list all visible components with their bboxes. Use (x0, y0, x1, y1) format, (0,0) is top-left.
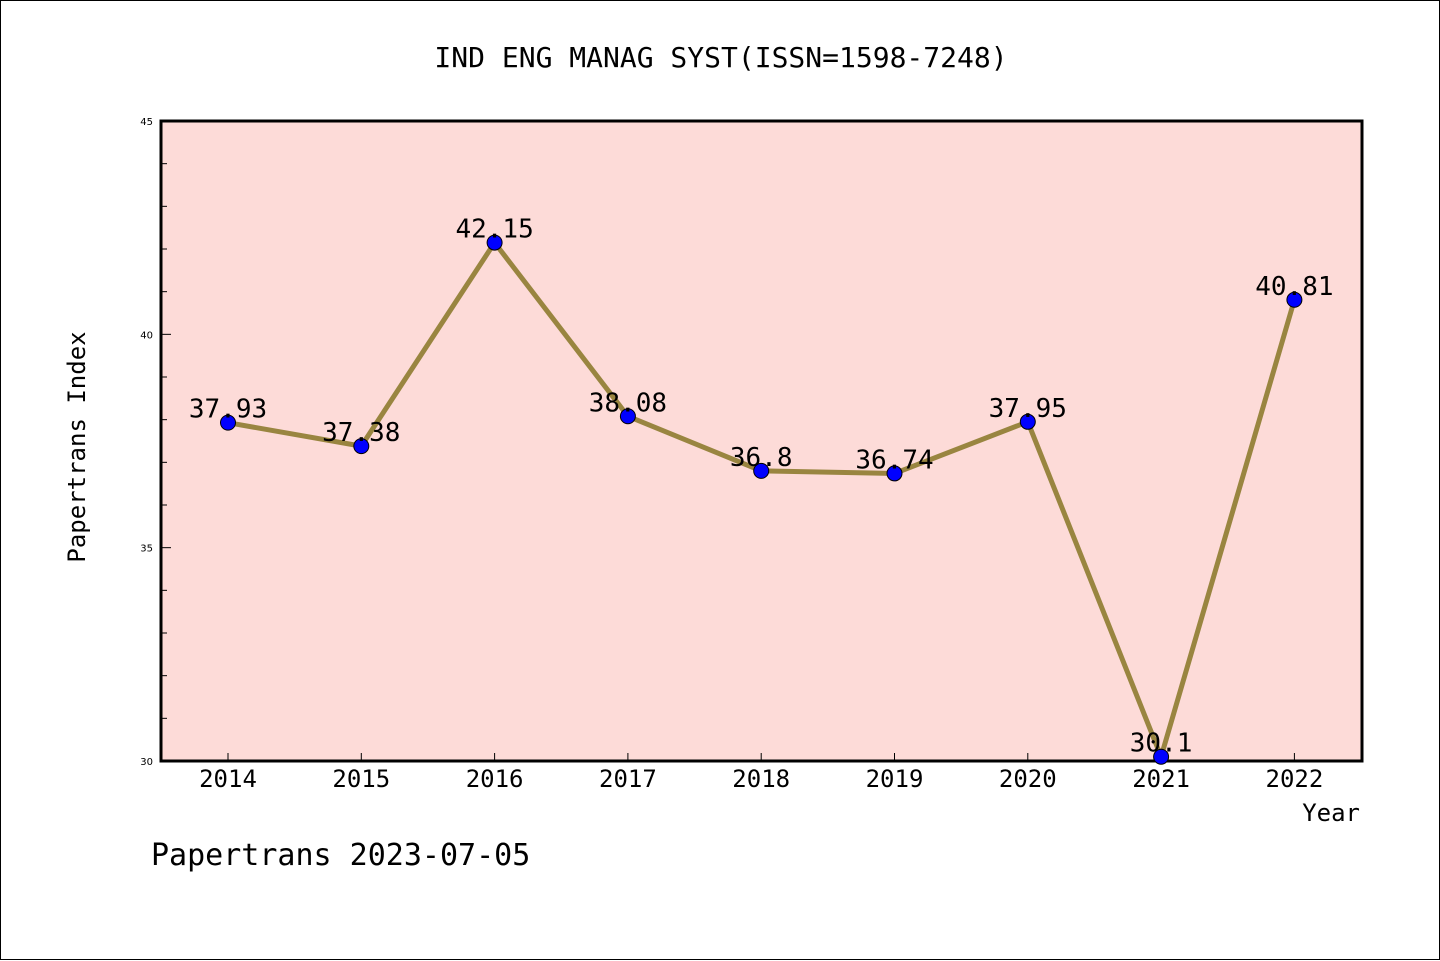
data-point (753, 462, 770, 479)
y-axis-ticks: 30 35 40 45 (140, 117, 171, 768)
data-label: 40.81 (1255, 272, 1333, 302)
data-label: 36.74 (855, 445, 933, 475)
data-point (220, 414, 236, 431)
series-line-group (220, 234, 1303, 765)
footer-text: Papertrans 2023-07-05 (151, 838, 530, 873)
chart-title: IND ENG MANAG SYST(ISSN=1598-7248) (434, 41, 1007, 74)
data-point (619, 408, 636, 425)
data-label: 36.8 (730, 443, 793, 473)
data-label: 37.95 (989, 394, 1067, 424)
data-label: 37.93 (189, 395, 267, 425)
x-tick-label: 2017 (599, 765, 657, 793)
x-axis-ticks: 2014 2015 2016 2017 2018 2019 2020 2021 2022 (199, 753, 1323, 793)
data-label: 37.38 (322, 418, 400, 448)
x-axis-label: Year (1302, 799, 1360, 827)
x-tick-label: 2016 (466, 765, 524, 793)
x-tick-label: 2019 (866, 765, 924, 793)
x-tick-label: 2021 (1132, 765, 1190, 793)
y-axis-label: Papertrans Index (63, 331, 91, 562)
y-tick-label: 40 (140, 330, 153, 341)
y-tick-label: 45 (140, 117, 153, 128)
y-tick-label: 30 (140, 757, 153, 768)
data-point (1019, 413, 1036, 430)
data-point (1153, 748, 1170, 765)
y-tick-label: 35 (140, 544, 153, 555)
data-point (486, 234, 503, 251)
x-tick-label: 2018 (732, 765, 790, 793)
x-tick-label: 2020 (999, 765, 1057, 793)
x-tick-label: 2015 (332, 765, 390, 793)
x-tick-label: 2022 (1266, 765, 1324, 793)
data-label: 42.15 (455, 215, 533, 245)
data-label: 38.08 (589, 388, 667, 418)
x-tick-label: 2014 (199, 765, 257, 793)
data-label-group: 37.93 37.38 42.15 38.08 36.8 36.74 37.95 30.1 40… (189, 215, 1334, 759)
data-point (1286, 291, 1303, 308)
data-point (353, 438, 370, 455)
data-point (886, 465, 903, 482)
data-label: 30.1 (1130, 729, 1193, 759)
